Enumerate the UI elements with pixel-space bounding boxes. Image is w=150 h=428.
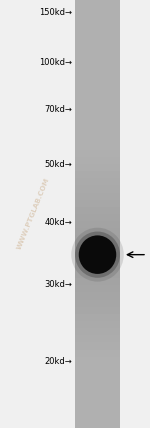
Bar bbox=[75, 50, 120, 57]
Bar bbox=[75, 178, 120, 185]
Bar bbox=[75, 207, 120, 214]
Bar bbox=[75, 221, 120, 228]
Text: 20kd→: 20kd→ bbox=[44, 357, 72, 366]
Bar bbox=[75, 43, 120, 50]
Bar bbox=[75, 114, 120, 121]
Bar bbox=[75, 185, 120, 193]
Bar bbox=[75, 228, 120, 235]
Bar bbox=[75, 278, 120, 285]
Bar bbox=[75, 128, 120, 136]
Bar bbox=[75, 143, 120, 150]
Bar bbox=[75, 257, 120, 264]
Bar bbox=[75, 136, 120, 143]
Bar bbox=[75, 36, 120, 43]
Bar bbox=[75, 193, 120, 200]
Text: 40kd→: 40kd→ bbox=[44, 218, 72, 227]
Bar bbox=[75, 414, 120, 421]
Bar bbox=[75, 371, 120, 378]
Bar bbox=[75, 21, 120, 29]
Text: WWW.PTGLAB.COM: WWW.PTGLAB.COM bbox=[16, 177, 50, 251]
Bar bbox=[75, 100, 120, 107]
Bar bbox=[75, 14, 120, 21]
Bar bbox=[75, 271, 120, 278]
Bar bbox=[75, 64, 120, 71]
Bar bbox=[75, 300, 120, 307]
Bar bbox=[75, 250, 120, 257]
Ellipse shape bbox=[75, 232, 120, 278]
Bar bbox=[75, 421, 120, 428]
Text: 100kd→: 100kd→ bbox=[39, 57, 72, 67]
Text: 50kd→: 50kd→ bbox=[44, 160, 72, 169]
Bar bbox=[75, 392, 120, 399]
Bar bbox=[75, 378, 120, 385]
Bar bbox=[75, 93, 120, 100]
Bar bbox=[75, 243, 120, 250]
Bar bbox=[75, 235, 120, 243]
Bar bbox=[75, 150, 120, 157]
Bar bbox=[75, 399, 120, 407]
Bar bbox=[75, 292, 120, 300]
Bar bbox=[75, 200, 120, 207]
Bar bbox=[75, 86, 120, 93]
Bar bbox=[75, 0, 120, 7]
Bar bbox=[75, 342, 120, 350]
Bar bbox=[75, 285, 120, 292]
Bar bbox=[75, 214, 120, 221]
Bar bbox=[75, 407, 120, 414]
Bar bbox=[75, 350, 120, 357]
Text: 30kd→: 30kd→ bbox=[44, 280, 72, 289]
Bar bbox=[75, 121, 120, 128]
Bar bbox=[75, 357, 120, 364]
Bar bbox=[75, 7, 120, 14]
Bar bbox=[75, 385, 120, 392]
Text: 70kd→: 70kd→ bbox=[44, 104, 72, 114]
Bar bbox=[75, 29, 120, 36]
Bar bbox=[75, 264, 120, 271]
Bar bbox=[75, 171, 120, 178]
Bar bbox=[75, 328, 120, 335]
Bar bbox=[75, 71, 120, 78]
Bar bbox=[75, 107, 120, 114]
Bar bbox=[75, 335, 120, 342]
Bar bbox=[75, 78, 120, 86]
Bar bbox=[75, 307, 120, 314]
Bar bbox=[75, 364, 120, 371]
Bar bbox=[75, 157, 120, 164]
Ellipse shape bbox=[79, 235, 116, 274]
Bar bbox=[75, 164, 120, 171]
Ellipse shape bbox=[71, 228, 124, 282]
Bar bbox=[75, 57, 120, 64]
Bar bbox=[75, 321, 120, 328]
Bar bbox=[75, 314, 120, 321]
Text: 150kd→: 150kd→ bbox=[39, 8, 72, 18]
